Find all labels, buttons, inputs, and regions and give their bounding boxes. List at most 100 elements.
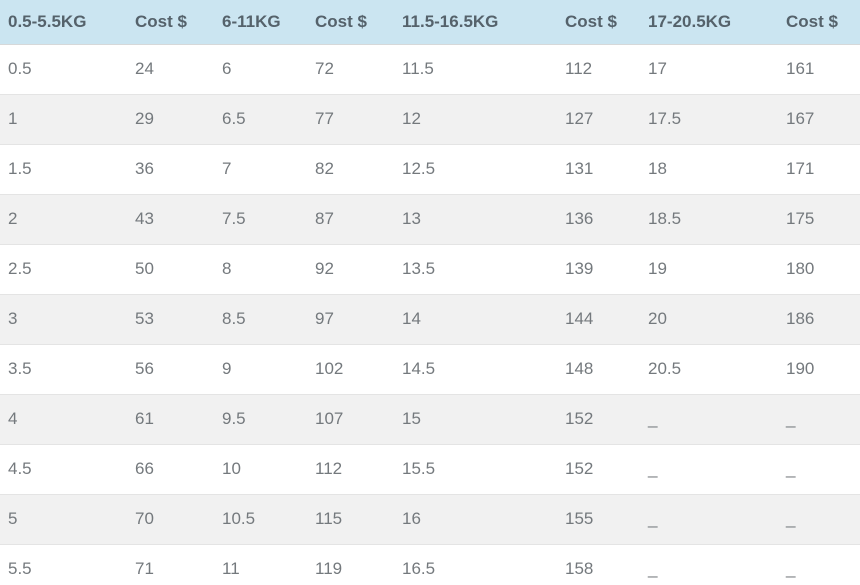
table-cell: 158	[557, 543, 640, 585]
header-cell: 0.5-5.5KG	[0, 0, 127, 45]
table-cell: 119	[307, 543, 394, 585]
header-cell: 17-20.5KG	[640, 0, 778, 45]
table-cell: 56	[127, 343, 214, 394]
table-cell: 97	[307, 293, 394, 344]
table-cell: 70	[127, 493, 214, 544]
table-cell: _	[778, 543, 860, 585]
table-cell: _	[778, 493, 860, 544]
table-cell: 43	[127, 193, 214, 244]
header-cell: 6-11KG	[214, 0, 307, 45]
table-row: 5 70 10.5 115 16 155 _ _	[0, 493, 860, 544]
table-cell: 102	[307, 343, 394, 394]
table-cell: 136	[557, 193, 640, 244]
table-cell: 72	[315, 59, 334, 78]
table-cell: 14.5	[394, 343, 557, 394]
table-row: 1 29 6.5 77 12 127 17.5 167	[0, 93, 860, 144]
table-cell: _	[640, 493, 778, 544]
table-cell: 8	[214, 243, 307, 294]
table-cell: 29	[127, 93, 214, 144]
table-cell: 20.5	[640, 343, 778, 394]
table-cell: 4	[0, 393, 127, 444]
table-cell: 152	[557, 443, 640, 494]
table-cell: 13	[394, 193, 557, 244]
table-cell: 53	[127, 293, 214, 344]
table-cell: 8.5	[214, 293, 307, 344]
header-cell: 11.5-16.5KG	[394, 0, 557, 45]
header-cell: Cost $	[307, 0, 394, 45]
table-row: 1.5 36 7 82 12.5 131 18 171	[0, 143, 860, 194]
table-cell: 0.5	[8, 59, 32, 78]
table-cell: 180	[778, 243, 860, 294]
table-cell: 1.5	[0, 143, 127, 194]
table-cell: 112	[565, 59, 593, 78]
header-cell: Cost $	[557, 0, 640, 45]
table-cell: 9.5	[214, 393, 307, 444]
table-cell: 115	[307, 493, 394, 544]
table-cell: _	[640, 443, 778, 494]
table-cell: 20	[640, 293, 778, 344]
header-row: 0.5-5.5KG Cost $6-11KG Cost $11.5-16.5KG Co…	[0, 0, 860, 45]
table-cell: 19	[640, 243, 778, 294]
table-cell: 66	[127, 443, 214, 494]
table-cell: 175	[778, 193, 860, 244]
table-body: 0.5 24 6 72 11.5 112 17 161 1 29 6.5 77 12 127 17.5 167…	[0, 44, 860, 585]
table-row: 4.5 66 10 112 15.5 152 _ _	[0, 443, 860, 494]
table-cell: 2	[0, 193, 127, 244]
table-cell: 155	[557, 493, 640, 544]
table-cell: 5	[0, 493, 127, 544]
table-cell: 61	[127, 393, 214, 444]
table-cell: 10	[214, 443, 307, 494]
table-cell: 12	[394, 93, 557, 144]
table-cell: 11	[214, 543, 307, 585]
table-cell: 167	[778, 93, 860, 144]
table-cell: 161	[786, 59, 815, 78]
table-cell: 144	[557, 293, 640, 344]
table-cell: 3	[0, 293, 127, 344]
table-cell: 24	[135, 59, 154, 78]
table-cell: 17.5	[640, 93, 778, 144]
table-row: 0.5 24 6 72 11.5 112 17 161	[0, 44, 860, 94]
table-cell: 71	[127, 543, 214, 585]
table-cell: 148	[557, 343, 640, 394]
table-cell: _	[778, 443, 860, 494]
table-cell: 15.5	[394, 443, 557, 494]
table-header: 0.5-5.5KG Cost $6-11KG Cost $11.5-16.5KG Co…	[0, 0, 860, 45]
table-row: 2.5 50 8 92 13.5 139 19 180	[0, 243, 860, 294]
table-cell: 87	[307, 193, 394, 244]
table-cell: _	[640, 393, 778, 444]
table-row: 2 43 7.5 87 13 136 18.5 175	[0, 193, 860, 244]
table-cell: 7.5	[214, 193, 307, 244]
table-cell: 5.5	[0, 543, 127, 585]
header-cell: Cost $	[127, 0, 214, 45]
table-cell: 1	[0, 93, 127, 144]
header-cell: Cost $	[778, 0, 860, 45]
table-cell: 171	[778, 143, 860, 194]
table-row: 4 61 9.5 107 15 152 _ _	[0, 393, 860, 444]
table-cell: 131	[557, 143, 640, 194]
table-cell: 36	[127, 143, 214, 194]
table-cell: 12.5	[394, 143, 557, 194]
table-cell: 18.5	[640, 193, 778, 244]
table-cell: 3.5	[0, 343, 127, 394]
table-cell: 82	[307, 143, 394, 194]
table-cell: 6	[222, 59, 232, 78]
table-cell: 139	[557, 243, 640, 294]
table-cell: 16.5	[394, 543, 557, 585]
table-cell: 2.5	[0, 243, 127, 294]
table-cell: 92	[307, 243, 394, 294]
table-cell: 18	[640, 143, 778, 194]
table-cell: 112	[307, 443, 394, 494]
table-cell: 17	[648, 59, 667, 78]
table-cell: 190	[778, 343, 860, 394]
table-cell: 15	[394, 393, 557, 444]
table-row: 3.5 56 9 102 14.5 148 20.5 190	[0, 343, 860, 394]
table-cell: 152	[557, 393, 640, 444]
table-cell: 10.5	[214, 493, 307, 544]
table-cell: 9	[214, 343, 307, 394]
table-cell: 4.5	[0, 443, 127, 494]
table-cell: 11.5	[402, 59, 434, 78]
table-row: 5.5 71 11 119 16.5 158 _ _	[0, 543, 860, 585]
table-cell: 13.5	[394, 243, 557, 294]
table-cell: 50	[127, 243, 214, 294]
table-cell: 16	[394, 493, 557, 544]
